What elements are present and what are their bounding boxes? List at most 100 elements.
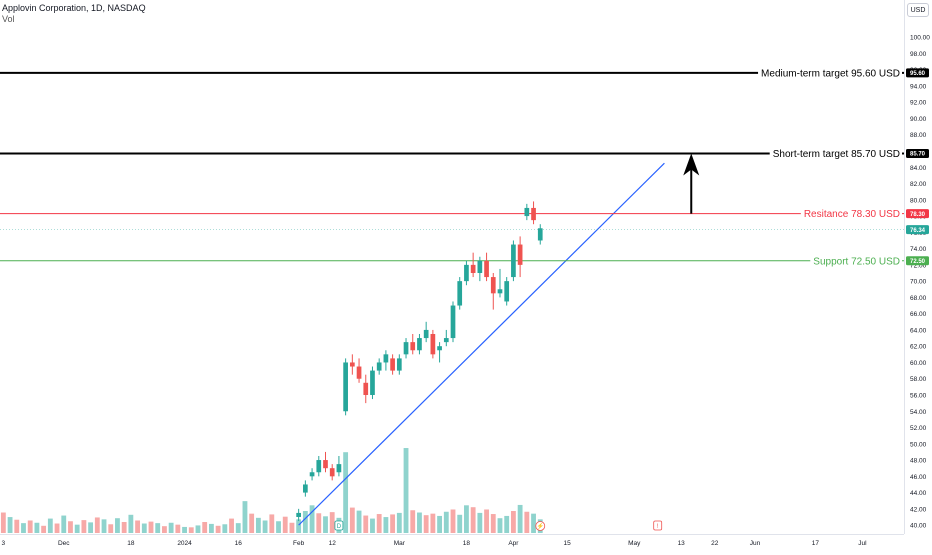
volume-bar bbox=[276, 521, 281, 533]
volume-bar bbox=[128, 514, 134, 533]
volume-bar bbox=[497, 518, 503, 533]
volume-bar bbox=[0, 512, 6, 533]
short-term-target-badge-bg bbox=[906, 148, 929, 158]
candle-body bbox=[303, 484, 308, 493]
volume-bar bbox=[121, 522, 127, 533]
medium-term-target-badge-bg bbox=[906, 68, 929, 78]
volume-bar bbox=[464, 505, 469, 533]
y-tick-label: 72.00 bbox=[910, 262, 927, 269]
volume-bar bbox=[141, 523, 147, 533]
x-tick-label: Jul bbox=[858, 540, 867, 547]
y-tick-label: 48.00 bbox=[910, 458, 927, 465]
volume-bar bbox=[182, 526, 187, 533]
volume-bar bbox=[484, 509, 489, 533]
candle-body bbox=[336, 464, 342, 473]
x-tick-label: 2024 bbox=[177, 540, 192, 547]
y-tick-label: 44.00 bbox=[910, 490, 927, 497]
y-tick-label: 90.00 bbox=[910, 116, 927, 123]
x-tick-label: 12 bbox=[329, 540, 337, 547]
volume-bar bbox=[450, 509, 456, 533]
volume-bar bbox=[188, 527, 194, 533]
target-arrow-head bbox=[683, 153, 700, 176]
volume-bar bbox=[316, 513, 322, 533]
volume-bar bbox=[302, 511, 308, 533]
volume-bar bbox=[81, 520, 87, 533]
candle-body bbox=[370, 370, 375, 395]
earnings-marker bbox=[535, 521, 546, 531]
x-tick-label: 16 bbox=[235, 540, 243, 547]
volume-bar bbox=[309, 505, 315, 533]
candle-body bbox=[517, 244, 523, 265]
volume-indicator-label[interactable]: Vol bbox=[2, 14, 15, 24]
candle-body bbox=[511, 244, 516, 278]
volume-bar bbox=[410, 510, 416, 533]
dividend-marker-label: D bbox=[337, 524, 342, 530]
volume-bar bbox=[235, 523, 241, 533]
x-tick-label: Feb bbox=[293, 540, 305, 547]
candle-body bbox=[349, 362, 355, 367]
dividend-marker bbox=[334, 520, 344, 531]
volume-bar bbox=[470, 507, 476, 533]
symbol-title: Applovin Corporation, 1D, NASDAQ bbox=[2, 3, 146, 13]
volume-bar bbox=[7, 517, 13, 533]
event-marker bbox=[653, 520, 663, 531]
volume-bar bbox=[289, 522, 295, 533]
y-tick-label: 54.00 bbox=[910, 409, 927, 416]
y-tick-label: 70.00 bbox=[910, 279, 927, 286]
volume-bar bbox=[155, 523, 161, 533]
volume-bar bbox=[376, 514, 382, 533]
volume-bar bbox=[262, 520, 268, 533]
volume-bar bbox=[443, 511, 449, 533]
candle-body bbox=[450, 305, 456, 339]
event-marker-label: ! bbox=[657, 524, 659, 530]
volume-bar bbox=[423, 515, 429, 533]
volume-bar bbox=[21, 523, 26, 533]
y-tick-label: 92.00 bbox=[910, 100, 927, 107]
medium-term-target-badge: 95.60 bbox=[910, 71, 926, 77]
y-tick-label: 100.00 bbox=[910, 35, 930, 42]
y-tick-label: 66.00 bbox=[910, 311, 927, 318]
short-term-target-badge: 85.70 bbox=[910, 152, 926, 158]
x-tick-label: Apr bbox=[508, 540, 519, 547]
support-label: Support 72.50 USD bbox=[813, 256, 900, 267]
volume-bar bbox=[208, 523, 214, 533]
candle-body bbox=[329, 468, 335, 477]
volume-bar bbox=[417, 512, 422, 533]
volume-bar bbox=[349, 507, 355, 533]
volume-bar bbox=[222, 524, 228, 533]
medium-term-target-label: Medium-term target 95.60 USD bbox=[761, 68, 900, 79]
price-axis bbox=[904, 0, 932, 550]
y-tick-label: 62.00 bbox=[910, 344, 927, 351]
x-tick-label: Dec bbox=[58, 540, 70, 547]
y-tick-label: 40.00 bbox=[910, 523, 927, 530]
candle-body bbox=[417, 338, 422, 351]
medium-term-target-label-bg bbox=[758, 67, 902, 81]
y-tick-label: 58.00 bbox=[910, 376, 927, 383]
volume-bar bbox=[390, 514, 396, 533]
candle-body bbox=[423, 329, 429, 339]
volume-bar bbox=[296, 519, 302, 533]
x-tick-label: 18 bbox=[127, 540, 135, 547]
volume-bar bbox=[343, 452, 349, 533]
volume-bar bbox=[14, 519, 20, 533]
candle-body bbox=[437, 346, 442, 351]
y-tick-label: 82.00 bbox=[910, 181, 927, 188]
candle-body bbox=[396, 358, 402, 371]
volume-bar bbox=[249, 513, 255, 533]
volume-bar bbox=[524, 511, 530, 533]
volume-bar bbox=[88, 522, 94, 533]
candle-body bbox=[363, 382, 369, 395]
volume-bar bbox=[356, 510, 362, 533]
y-tick-label: 98.00 bbox=[910, 51, 927, 58]
candle-body bbox=[504, 281, 510, 302]
volume-bar bbox=[403, 448, 409, 533]
resistance-badge-bg bbox=[906, 209, 929, 219]
candle-body bbox=[531, 207, 536, 221]
candle-body bbox=[356, 366, 362, 379]
candle-body bbox=[490, 277, 496, 294]
earnings-marker-label: ⚡ bbox=[537, 522, 544, 530]
volume-bar bbox=[490, 514, 496, 533]
currency-button[interactable]: USD bbox=[907, 3, 929, 17]
